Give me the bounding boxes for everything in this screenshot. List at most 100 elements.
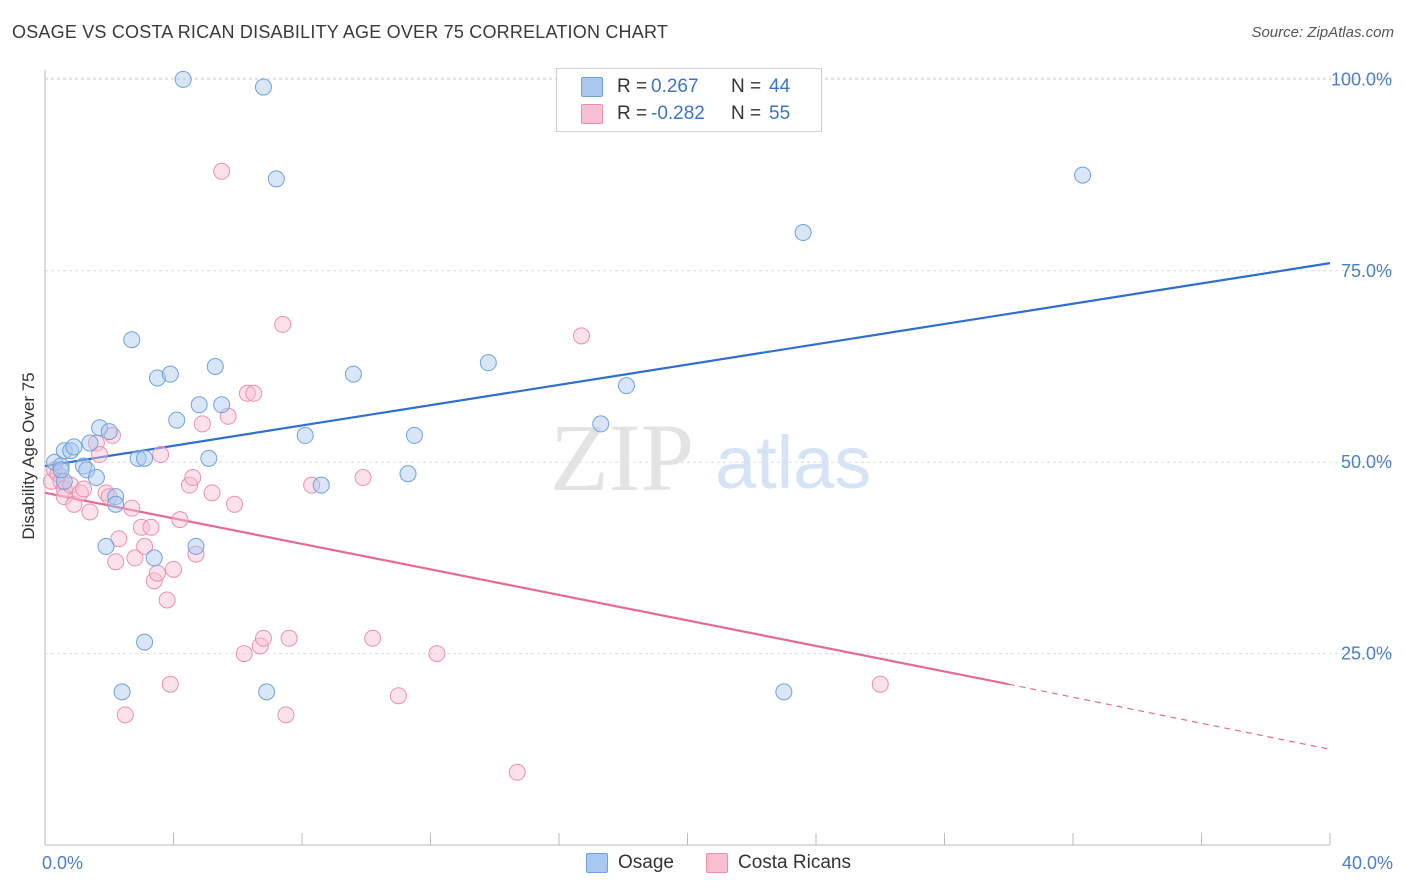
osage-point (399, 465, 417, 483)
osage-point (65, 438, 83, 456)
osage-point (1074, 166, 1092, 184)
osage-point (161, 365, 179, 383)
costa-ricans-point (508, 763, 526, 781)
osage-point (123, 331, 141, 349)
osage-point (213, 396, 231, 414)
costa-ricans-point (226, 495, 244, 513)
costa-ricans-point (161, 675, 179, 693)
legend-n-value: 55 (769, 103, 791, 124)
osage-point (592, 415, 610, 433)
y-tick-label: 50.0% (1341, 452, 1392, 472)
costa-ricans-point (389, 687, 407, 705)
y-tick-label: 25.0% (1341, 644, 1392, 664)
osage-point (55, 442, 73, 460)
watermark-atlas: atlas (715, 421, 871, 504)
osage-point (97, 537, 115, 555)
y-tick-label: 100.0% (1331, 69, 1392, 89)
osage-point (296, 426, 314, 444)
legend-n-value: 44 (769, 76, 791, 97)
osage-point (405, 426, 423, 444)
costa-ricans-point (110, 530, 128, 548)
costa-ricans-point (126, 549, 144, 567)
osage-point (344, 365, 362, 383)
osage-swatch (581, 77, 603, 97)
costa-ricans-point (123, 499, 141, 517)
y-axis-label: Disability Age Over 75 (19, 372, 38, 539)
costa-ricans-point (75, 480, 93, 498)
costa-ricans-point (81, 503, 99, 521)
legend-r-value: 0.267 (651, 76, 699, 97)
costa-ricans-point (245, 384, 263, 402)
data-points (42, 70, 1092, 781)
series-legend: Osage Costa Ricans (586, 852, 851, 874)
osage-point (145, 549, 163, 567)
watermark-zip: ZIP (550, 404, 694, 511)
osage-point (312, 476, 330, 494)
costa-ricans-point (107, 553, 125, 571)
osage-point (187, 537, 205, 555)
costa-ricans-point (428, 645, 446, 663)
costa-ricans-point (193, 415, 211, 433)
costa-ricans-point (235, 645, 253, 663)
legend-r-label: R = (617, 103, 648, 124)
legend-n-label: N = (731, 76, 762, 97)
costa-ricans-trend-extension (1008, 683, 1331, 750)
costa-ricans-point (254, 629, 272, 647)
osage-point (100, 423, 118, 441)
osage-point (136, 449, 154, 467)
grid-lines (45, 77, 1392, 655)
stats-legend: R = 0.267 N = 44 R = -0.282 N = 55 (556, 68, 822, 132)
legend-row-osage: R = 0.267 N = 44 (581, 74, 790, 100)
osage-point (107, 495, 125, 513)
costa-ricans-point (171, 511, 189, 529)
osage-point (258, 683, 276, 701)
costa-ricans-point (91, 446, 109, 464)
costa-ricans-swatch (581, 104, 603, 124)
tick-labels: 25.0% 50.0% 75.0% 100.0% 0.0% 40.0% (42, 69, 1393, 873)
osage-point (206, 358, 224, 375)
costa-ricans-point (136, 537, 154, 555)
costa-ricans-legend-label: Costa Ricans (737, 852, 851, 873)
costa-ricans-point (354, 469, 372, 487)
legend-r-label: R = (617, 76, 648, 97)
legend-row-costa-ricans: R = -0.282 N = 55 (581, 101, 790, 127)
osage-point (479, 354, 497, 372)
costa-ricans-point (165, 560, 182, 578)
x-tick-label: 40.0% (1342, 853, 1393, 873)
osage-point (81, 434, 99, 452)
x-tick-label: 0.0% (42, 853, 83, 873)
osage-point (617, 377, 635, 395)
costa-ricans-point (152, 446, 170, 464)
costa-ricans-point (213, 162, 231, 180)
legend-n-label: N = (731, 103, 762, 124)
costa-ricans-point (184, 469, 202, 487)
costa-ricans-legend-swatch (705, 853, 728, 873)
osage-point (267, 170, 285, 188)
osage-point (113, 683, 131, 701)
costa-ricans-point (203, 484, 221, 502)
osage-legend-swatch (586, 853, 608, 873)
chart-title: OSAGE VS COSTA RICAN DISABILITY AGE OVER… (12, 22, 669, 42)
costa-ricans-point (280, 629, 298, 647)
osage-point (87, 469, 105, 487)
osage-point (174, 70, 192, 88)
costa-ricans-point (116, 706, 134, 724)
costa-ricans-point (364, 629, 382, 647)
osage-point (91, 419, 109, 437)
costa-ricans-point (132, 518, 150, 536)
osage-point (136, 633, 154, 651)
costa-ricans-trend-line (44, 491, 1009, 686)
osage-point (254, 78, 272, 96)
costa-ricans-point (142, 518, 160, 536)
costa-ricans-point (277, 706, 295, 724)
osage-point (200, 449, 218, 467)
osage-trend-line (44, 262, 1331, 468)
watermark: ZIP atlas (550, 404, 871, 511)
costa-ricans-point (303, 476, 321, 494)
osage-point (775, 683, 793, 701)
costa-ricans-point (148, 564, 166, 582)
legend-r-value: -0.282 (651, 103, 705, 124)
costa-ricans-point (158, 591, 176, 609)
axes (44, 70, 1331, 846)
